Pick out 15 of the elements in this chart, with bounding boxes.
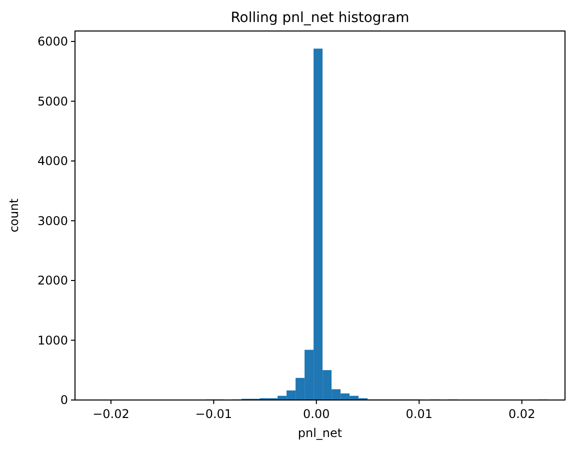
y-tick-label: 5000 bbox=[37, 94, 68, 108]
y-tick-label: 0 bbox=[60, 393, 68, 408]
x-tick-label: 0.02 bbox=[508, 407, 536, 421]
y-tick-label: 6000 bbox=[37, 34, 68, 49]
chart-title: Rolling pnl_net histogram bbox=[230, 10, 410, 26]
y-tick-label: 1000 bbox=[37, 333, 68, 348]
x-tick-label: −0.01 bbox=[195, 407, 232, 421]
x-tick-label: 0.00 bbox=[303, 407, 330, 421]
x-axis-title: pnl_net bbox=[298, 426, 342, 440]
x-tick-label: 0.01 bbox=[406, 407, 432, 421]
y-axis-title: count bbox=[7, 198, 21, 232]
x-tick-label: −0.02 bbox=[92, 407, 130, 421]
y-tick-label: 4000 bbox=[37, 154, 68, 168]
y-tick-label: 2000 bbox=[37, 274, 68, 288]
y-tick-label: 3000 bbox=[37, 214, 68, 228]
